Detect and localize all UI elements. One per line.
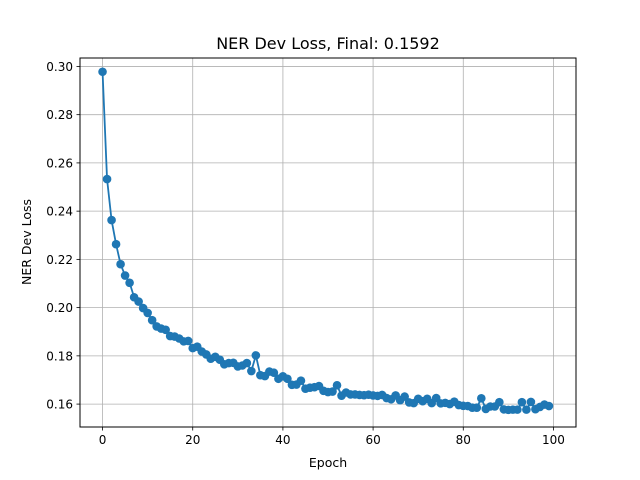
y-tick-label: 0.24 — [46, 205, 73, 219]
y-axis-label: NER Dev Loss — [19, 199, 34, 285]
data-point — [472, 403, 482, 413]
data-point — [102, 174, 112, 184]
data-point — [332, 380, 342, 390]
y-tick-label: 0.28 — [46, 108, 73, 122]
data-points — [98, 67, 554, 415]
x-axis-ticks: 0 20 40 60 80 100 — [99, 427, 565, 447]
data-point — [147, 315, 157, 325]
data-point — [517, 397, 527, 407]
chart-title: NER Dev Loss, Final: 0.1592 — [216, 34, 440, 53]
data-point — [111, 239, 121, 249]
data-point — [183, 336, 193, 346]
data-point — [120, 271, 130, 280]
data-point — [125, 278, 134, 288]
data-point — [247, 366, 256, 376]
plot-area-frame — [79, 57, 577, 428]
data-point — [283, 374, 292, 384]
data-point — [544, 401, 554, 411]
x-tick-label: 0 — [99, 433, 107, 447]
data-point — [161, 325, 170, 335]
x-tick-label: 80 — [456, 433, 471, 447]
data-point — [513, 405, 522, 414]
x-axis-label: Epoch — [309, 455, 347, 470]
data-point — [495, 397, 504, 407]
data-point — [328, 387, 337, 396]
y-tick-label: 0.16 — [46, 398, 73, 412]
data-point — [477, 394, 486, 403]
grid-lines — [80, 58, 576, 427]
data-point — [143, 308, 152, 318]
x-tick-label: 100 — [542, 433, 565, 447]
y-tick-label: 0.30 — [46, 60, 73, 74]
y-axis-ticks: 0.16 0.18 0.20 0.22 0.24 0.26 0.28 0.30 — [46, 60, 80, 412]
data-point — [107, 215, 116, 225]
data-point — [269, 368, 279, 378]
y-tick-label: 0.18 — [46, 349, 73, 363]
data-point — [400, 392, 409, 401]
data-point — [251, 351, 261, 360]
data-point — [526, 397, 536, 407]
data-point — [242, 358, 252, 368]
data-point — [98, 67, 107, 77]
data-point — [296, 376, 306, 385]
x-tick-label: 60 — [365, 433, 380, 447]
x-tick-label: 20 — [185, 433, 200, 447]
data-point — [116, 259, 125, 269]
data-point — [522, 405, 531, 414]
data-point — [134, 297, 143, 306]
y-tick-label: 0.22 — [46, 253, 73, 267]
y-tick-label: 0.26 — [46, 156, 73, 170]
y-tick-label: 0.20 — [46, 301, 73, 315]
x-tick-label: 40 — [275, 433, 290, 447]
